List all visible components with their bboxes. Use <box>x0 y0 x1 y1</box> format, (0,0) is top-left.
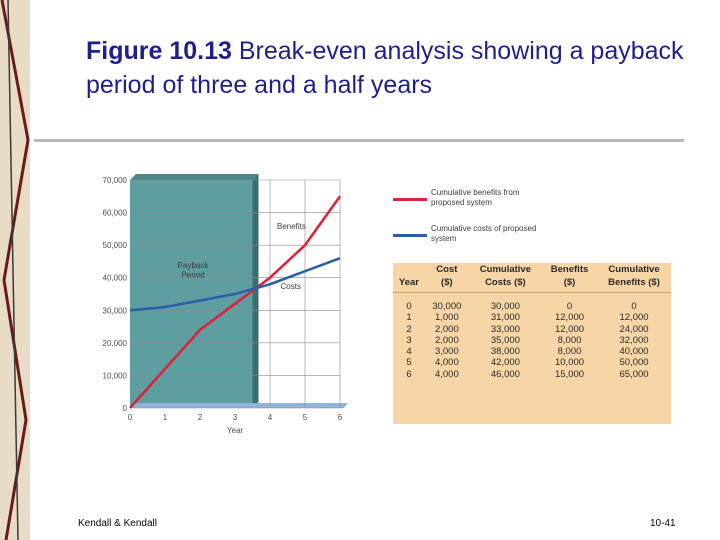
table-row: 2 2,000 33,000 12,000 24,000 <box>393 324 671 335</box>
y-tick-label: 30,000 <box>103 306 128 315</box>
table-row: 1 1,000 31,000 12,000 12,000 <box>393 312 671 323</box>
table-cell: 0 <box>406 301 412 312</box>
table-cell: 4 <box>406 346 412 358</box>
table-cell: 8,000 <box>557 334 582 346</box>
table-cell: 30,000 <box>432 301 462 312</box>
table-header: Year <box>393 276 425 293</box>
table-row: 3 2,000 35,000 8,000 32,000 <box>393 335 671 346</box>
x-tick-label: 1 <box>163 413 168 422</box>
table-row: 5 4,000 42,000 10,000 50,000 <box>393 357 671 368</box>
footer-author: Kendall & Kendall <box>78 518 157 529</box>
table-cell: 1 <box>406 312 412 324</box>
table-cell: 3,000 <box>434 346 459 358</box>
chart-legend: Cumulative benefits from proposed system… <box>393 186 543 258</box>
table-header-top: Cumulative <box>479 264 531 275</box>
table-cell: 4,000 <box>434 368 459 380</box>
table-cell: 40,000 <box>619 346 649 358</box>
annotation-period: Period <box>181 271 204 280</box>
legend-item-costs: Cumulative costs of proposed system <box>393 222 543 258</box>
legend-swatch-costs <box>393 234 427 237</box>
table-cell: 4,000 <box>434 357 459 369</box>
table-cell: 0 <box>631 301 637 312</box>
cost-benefit-table: Cost Cumulative Benefits Cumulative Year… <box>393 263 671 380</box>
x-tick-label: 0 <box>128 413 133 422</box>
legend-label-benefits: Cumulative benefits from proposed system <box>431 188 520 207</box>
table-cell: 38,000 <box>490 346 520 358</box>
title-divider <box>34 139 684 142</box>
table-cell: 24,000 <box>619 323 649 335</box>
table-cell: 15,000 <box>554 368 585 380</box>
table-cell: 0 <box>566 301 573 312</box>
table-cell: 6 <box>406 368 412 380</box>
y-tick-label: 50,000 <box>103 241 128 250</box>
table-row: 4 3,000 38,000 8,000 40,000 <box>393 346 671 357</box>
y-tick-label: 60,000 <box>103 209 128 218</box>
y-tick-label: 20,000 <box>103 339 128 348</box>
series-line-costs <box>129 256 341 312</box>
payback-panel-side <box>252 174 259 408</box>
table-cell: 31,000 <box>490 312 520 324</box>
table-cell: 3 <box>406 334 412 346</box>
table-cell: 32,000 <box>619 334 649 346</box>
x-axis-label: Year <box>227 426 244 435</box>
table-cell: 2 <box>406 323 412 335</box>
table-cell: 5 <box>406 357 412 369</box>
table-cell: 30,000 <box>490 301 520 312</box>
table-row: 6 4,000 46,000 15,000 65,000 <box>393 369 671 380</box>
table-cell: 50,000 <box>619 357 649 369</box>
legend-item-benefits: Cumulative benefits from proposed system <box>393 186 543 222</box>
table-cell: 2,000 <box>434 323 459 335</box>
decorative-left-stripe <box>0 0 30 540</box>
legend-label-costs: Cumulative costs of proposed system <box>431 224 537 243</box>
table-cell: 33,000 <box>490 323 520 335</box>
table-cell: 10,000 <box>554 357 585 369</box>
table-cell: 12,000 <box>554 312 585 324</box>
payback-panel-top <box>130 174 259 180</box>
break-even-chart: 0 10,000 20,000 30,000 40,000 50,000 60,000 70,… <box>103 174 348 435</box>
annotation-benefits: Benefits <box>277 222 306 231</box>
table-cell: 2,000 <box>434 334 459 346</box>
table-header-top: Cost <box>436 264 458 275</box>
table-cell: 8,000 <box>557 346 582 358</box>
table-cell: 46,000 <box>490 368 520 380</box>
table-row: 0 30,000 30,000 0 0 <box>393 293 671 313</box>
figure-caption: Break-even analysis showing a payback pe… <box>86 37 684 99</box>
x-tick-label: 3 <box>233 413 238 422</box>
x-tick-label: 4 <box>268 413 273 422</box>
table-header: Costs ($) <box>468 276 543 293</box>
annotation-payback: Payback <box>178 261 210 270</box>
table-cell: 12,000 <box>619 312 649 324</box>
x-tick-label: 6 <box>338 413 343 422</box>
legend-swatch-benefits <box>393 198 427 201</box>
x-tick-label: 2 <box>198 413 203 422</box>
series-line-benefits <box>129 195 342 409</box>
y-tick-label: 40,000 <box>103 274 128 283</box>
table-header-top: Cumulative <box>608 264 660 275</box>
table-header: Benefits ($) <box>597 276 671 293</box>
annotation-costs: Costs <box>281 282 301 291</box>
footer-page-number: 10-41 <box>650 518 676 529</box>
x-tick-label: 5 <box>303 413 308 422</box>
table-cell: 65,000 <box>619 368 649 380</box>
y-tick-label: 0 <box>123 404 128 413</box>
slide-title: Figure 10.13 Break-even analysis showing… <box>86 34 686 102</box>
table-header-top <box>393 263 425 276</box>
table-cell: 42,000 <box>490 357 520 369</box>
table-cell: 12,000 <box>554 323 585 335</box>
table-header: ($) <box>424 276 469 293</box>
table-header: ($) <box>542 276 598 293</box>
y-tick-label: 10,000 <box>103 371 128 380</box>
cost-benefit-table-panel: Cost Cumulative Benefits Cumulative Year… <box>393 263 671 424</box>
table-cell: 1,000 <box>434 312 459 324</box>
table-cell: 35,000 <box>490 334 520 346</box>
chart-floor <box>130 403 348 408</box>
figure-number: Figure 10.13 <box>86 37 232 65</box>
y-tick-label: 70,000 <box>103 176 128 185</box>
table-header-top: Benefits <box>550 264 589 275</box>
